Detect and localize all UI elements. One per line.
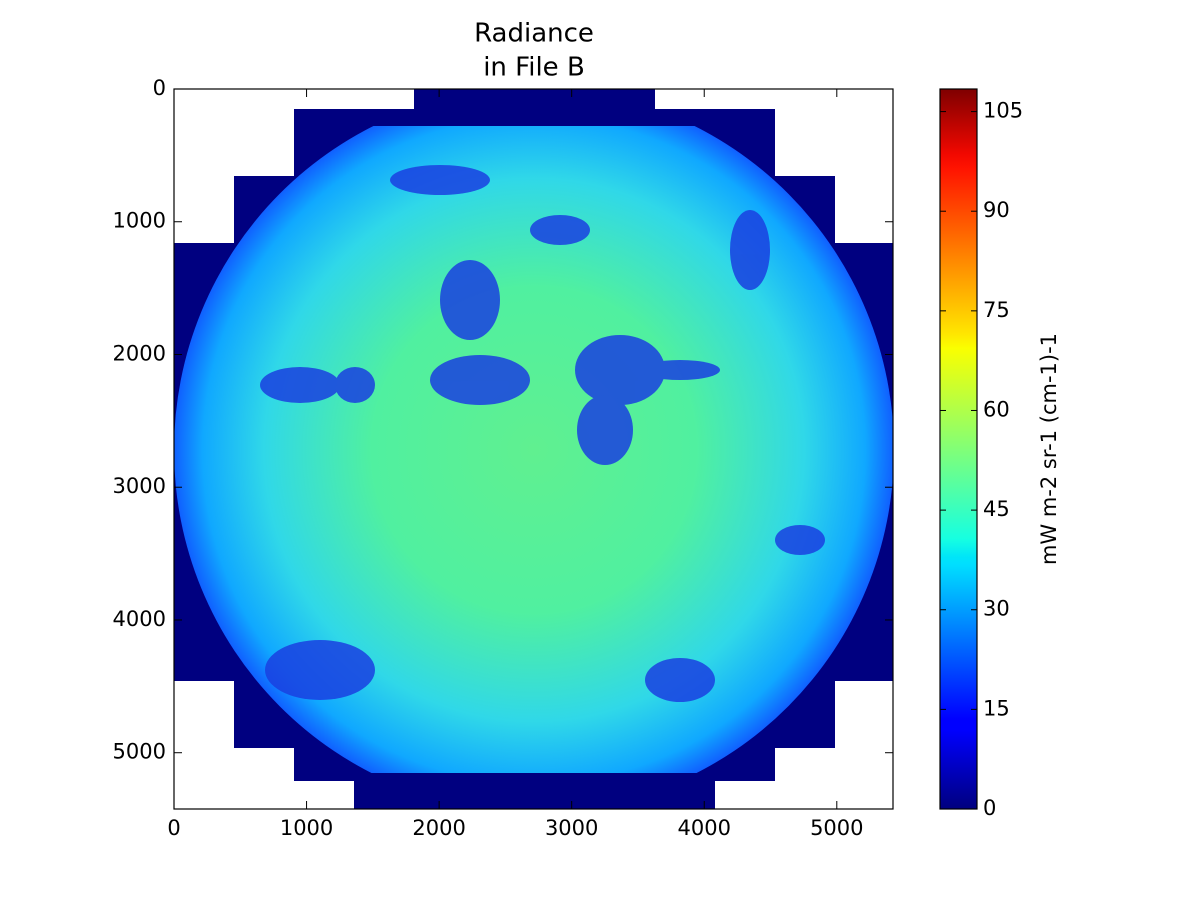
y-tick-label: 4000 bbox=[113, 607, 166, 631]
colorbar-tick-label: 105 bbox=[983, 99, 1023, 123]
colorbar-label: mW m-2 sr-1 (cm-1)-1 bbox=[1037, 333, 1061, 565]
y-tick-label: 3000 bbox=[113, 474, 166, 498]
colorbar-tick-label: 30 bbox=[983, 597, 1010, 621]
colorbar-tick-label: 75 bbox=[983, 298, 1010, 322]
colorbar-tick-label: 0 bbox=[983, 796, 996, 820]
chart-title: Radiance bbox=[474, 19, 594, 49]
colorbar-tick-label: 90 bbox=[983, 198, 1010, 222]
x-tick-label: 5000 bbox=[810, 816, 863, 840]
x-tick-label: 2000 bbox=[412, 816, 465, 840]
colorbar-tick-label: 15 bbox=[983, 696, 1010, 720]
y-tick-label: 0 bbox=[153, 76, 166, 100]
x-tick-label: 0 bbox=[167, 816, 180, 840]
image bbox=[174, 89, 893, 809]
colorbar bbox=[939, 88, 978, 810]
x-tick-label: 3000 bbox=[545, 816, 598, 840]
chart-title: in File B bbox=[483, 53, 585, 83]
y-tick-label: 1000 bbox=[113, 209, 166, 233]
colorbar-tick-label: 45 bbox=[983, 497, 1010, 521]
plot-frame bbox=[173, 88, 894, 810]
x-tick-label: 4000 bbox=[678, 816, 731, 840]
colorbar-tick-label: 60 bbox=[983, 397, 1010, 421]
y-tick-label: 5000 bbox=[113, 740, 166, 764]
y-tick-label: 2000 bbox=[113, 341, 166, 365]
x-tick-label: 1000 bbox=[280, 816, 333, 840]
